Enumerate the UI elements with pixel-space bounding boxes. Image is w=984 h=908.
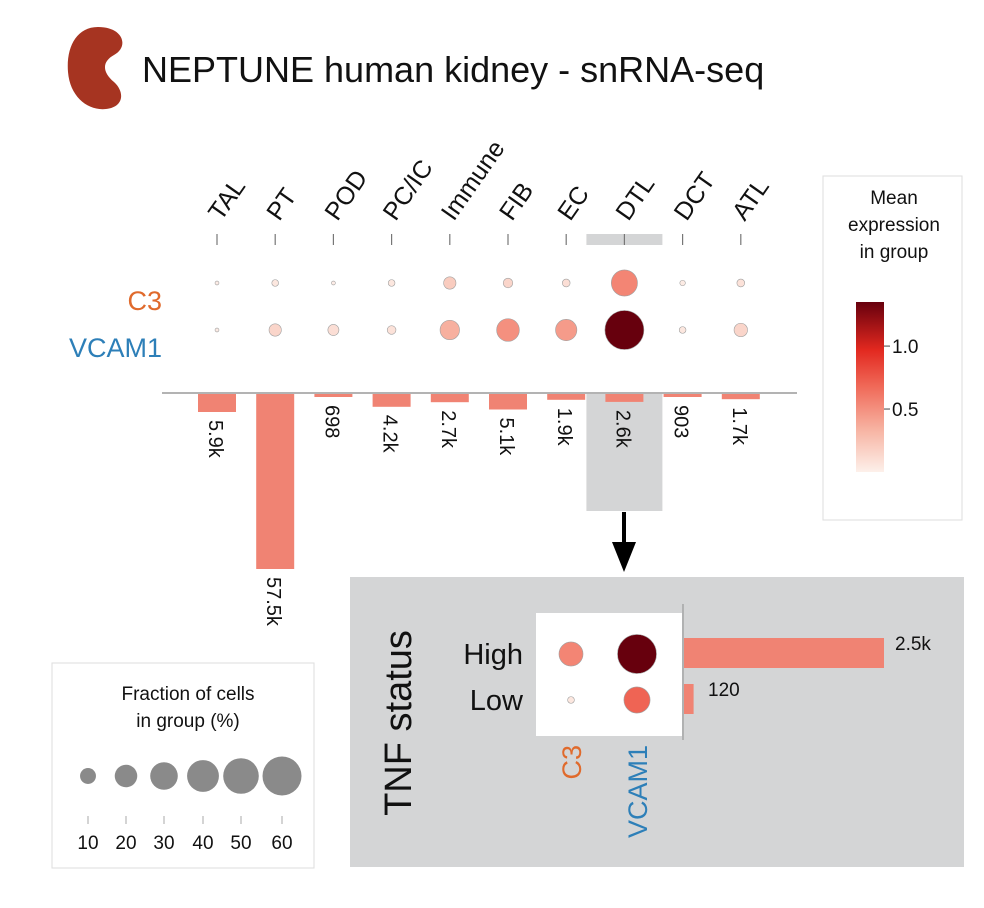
size-legend-dot xyxy=(223,758,259,794)
category-label: TAL xyxy=(203,173,251,225)
size-legend-title-line-2: in group (%) xyxy=(136,711,240,732)
size-legend-dot xyxy=(262,756,302,796)
category-label: DCT xyxy=(669,167,721,225)
dot-vcam1 xyxy=(733,322,748,338)
tnf-dot xyxy=(617,634,657,674)
size-legend-dot xyxy=(114,764,138,788)
cell-count-label: 5.1k xyxy=(495,418,517,457)
cell-count-label: 698 xyxy=(320,405,342,438)
cell-count-bar xyxy=(314,394,353,397)
dot-vcam1 xyxy=(604,310,645,350)
cell-count-label: 4.2k xyxy=(379,415,401,454)
dot-vcam1 xyxy=(496,318,520,342)
cell-count-label: 2.6k xyxy=(611,410,633,449)
colorbar-title-line-3: in group xyxy=(860,242,929,263)
colorbar-tick-label: 1.0 xyxy=(892,337,918,358)
cell-count-bar xyxy=(663,394,702,397)
dot-c3 xyxy=(387,279,396,287)
cell-count-bar xyxy=(372,394,411,407)
tnf-inset-title: TNF status xyxy=(378,630,420,816)
figure-title: NEPTUNE human kidney - snRNA-seq xyxy=(142,49,764,90)
category-label: PC/IC xyxy=(378,155,439,226)
tnf-inset: TNF status High Low C3 VCAM1 2.5k 120 xyxy=(350,577,964,867)
size-legend-dot xyxy=(150,762,178,790)
dot-c3 xyxy=(271,279,279,287)
figure-header: NEPTUNE human kidney - snRNA-seq xyxy=(67,27,764,110)
gene-label-c3: C3 xyxy=(127,286,162,316)
dot-c3 xyxy=(561,278,571,288)
dot-c3 xyxy=(214,280,220,286)
category-label: DTL xyxy=(610,171,660,226)
size-legend-label: 20 xyxy=(115,833,136,854)
category-label: PT xyxy=(261,183,302,225)
colorbar-legend-box xyxy=(822,175,963,521)
cell-count-label: 5.9k xyxy=(204,420,226,459)
dot-vcam1 xyxy=(439,319,460,341)
category-label: FIB xyxy=(494,178,539,226)
tnf-inset-plot-area xyxy=(536,613,682,736)
cell-count-bar xyxy=(489,394,527,410)
dot-c3 xyxy=(331,280,336,286)
colorbar-gradient xyxy=(856,302,884,472)
dot-c3 xyxy=(679,279,686,287)
cell-count-label: 57.5k xyxy=(262,577,284,627)
size-legend-label: 60 xyxy=(271,833,292,854)
tnf-group-label: High xyxy=(463,639,523,671)
cell-count-bar xyxy=(430,394,469,403)
colorbar-legend: Mean expression in group 1.0 0.5 xyxy=(822,175,963,521)
cell-count-label: 1.9k xyxy=(553,408,575,447)
dot-vcam1 xyxy=(678,326,687,334)
highlight-band-bottom xyxy=(586,394,663,511)
tnf-count-label: 2.5k xyxy=(895,634,931,655)
dot-vcam1 xyxy=(327,324,340,336)
cell-count-bar xyxy=(721,394,760,400)
dot-c3 xyxy=(736,278,745,288)
category-label: POD xyxy=(319,165,373,225)
arrow-head xyxy=(612,542,636,572)
cell-count-label: 2.7k xyxy=(437,410,459,449)
colorbar-title-line-2: expression xyxy=(848,215,940,236)
category-label: EC xyxy=(552,181,595,226)
size-legend-label: 30 xyxy=(153,833,174,854)
tnf-count-bar xyxy=(684,638,884,668)
dot-vcam1 xyxy=(214,327,220,333)
dot-c3 xyxy=(611,269,638,297)
category-label: ATL xyxy=(727,173,775,225)
kidney-icon xyxy=(67,27,123,110)
cell-count-bar xyxy=(605,394,644,402)
size-legend-dot xyxy=(187,760,219,792)
colorbar-tick-label: 0.5 xyxy=(892,400,918,421)
gene-label-vcam1: VCAM1 xyxy=(69,333,162,363)
dot-vcam1 xyxy=(268,323,282,337)
colorbar-title-line-1: Mean xyxy=(870,188,918,209)
cell-count-label: 903 xyxy=(670,405,692,438)
size-legend-label: 40 xyxy=(192,833,213,854)
tnf-group-label: Low xyxy=(470,685,524,717)
tnf-dot xyxy=(558,641,584,667)
cell-count-bar xyxy=(256,394,295,569)
dot-c3 xyxy=(443,276,457,290)
tnf-dot xyxy=(567,696,575,704)
size-legend-label: 50 xyxy=(230,833,251,854)
cell-count-label: 1.7k xyxy=(728,407,750,446)
cell-count-bar xyxy=(198,394,236,412)
size-legend-title-line-1: Fraction of cells xyxy=(121,684,254,705)
tnf-count-label: 120 xyxy=(708,680,740,701)
dot-vcam1 xyxy=(555,319,578,341)
dot-c3 xyxy=(502,277,514,289)
tnf-count-bar xyxy=(684,684,694,714)
tnf-gene-label-vcam1: VCAM1 xyxy=(623,745,653,838)
size-legend: Fraction of cells in group (%) 10 20 30 40 5… xyxy=(51,662,315,869)
size-legend-label: 10 xyxy=(77,833,98,854)
size-legend-dot xyxy=(80,768,96,784)
tnf-dot xyxy=(623,686,651,714)
tnf-gene-label-c3: C3 xyxy=(557,745,587,780)
cell-count-bar xyxy=(547,394,586,400)
dot-vcam1 xyxy=(386,325,397,335)
